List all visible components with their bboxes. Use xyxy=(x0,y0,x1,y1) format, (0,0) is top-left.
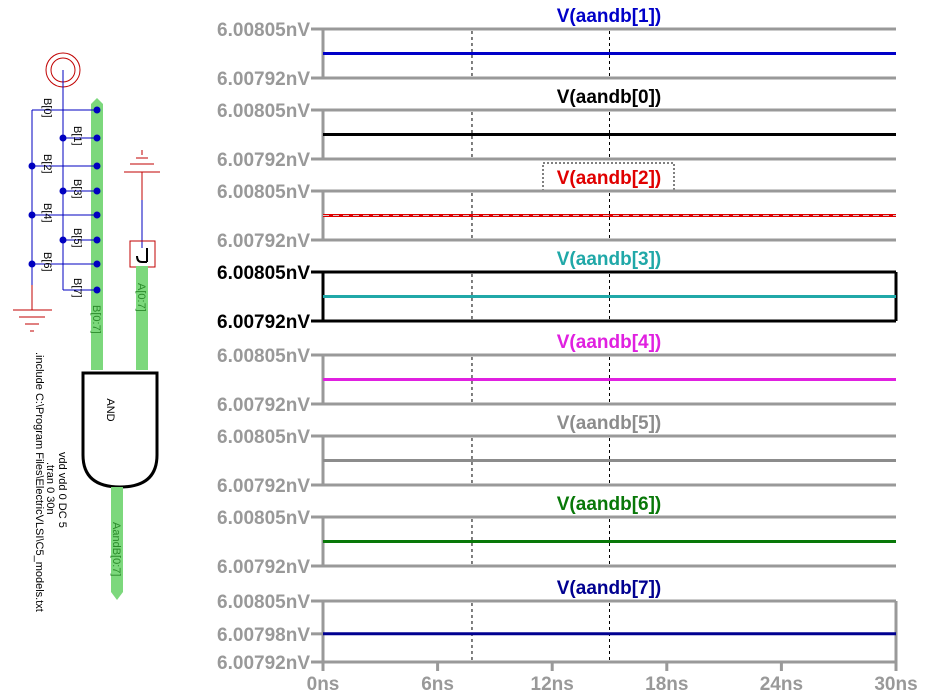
bus-out[interactable] xyxy=(111,487,123,600)
selection-box xyxy=(542,162,675,191)
x-tick-label: 6ns xyxy=(421,674,454,695)
bus-tap-dot[interactable] xyxy=(93,236,101,244)
bus-tap-dot[interactable] xyxy=(93,162,101,170)
y-tick-label: 6.00805nV xyxy=(217,20,310,41)
bus-out-label: AandB[0:7] xyxy=(110,522,122,576)
panel-title[interactable]: V(aandb[5]) xyxy=(557,413,662,434)
y-tick-label: 6.00805nV xyxy=(217,182,310,203)
ground-icon[interactable] xyxy=(124,150,160,248)
x-tick-label: 18ns xyxy=(645,674,688,695)
y-tick-label: 6.00805nV xyxy=(217,508,310,529)
junction-dot xyxy=(28,260,36,268)
b-net-label: B[0] xyxy=(41,98,53,118)
y-tick-label: 6.00798nV xyxy=(217,625,310,646)
junction-dot xyxy=(28,211,36,219)
y-tick-label: 6.00792nV xyxy=(217,312,310,333)
panel-title[interactable]: V(aandb[4]) xyxy=(557,332,662,353)
bus-tap-dot[interactable] xyxy=(93,187,101,195)
junction-dot xyxy=(59,187,67,195)
bus-b-label: B[0:7] xyxy=(90,305,102,334)
panel-title[interactable]: V(aandb[6]) xyxy=(557,494,662,515)
y-tick-label: 6.00805nV xyxy=(217,346,310,367)
bus-tap-dot[interactable] xyxy=(93,106,101,114)
b-net-label: B[6] xyxy=(41,252,53,272)
y-tick-label: 6.00792nV xyxy=(217,69,310,90)
waveform-panel[interactable]: V(aandb[0]) 6.00805nV 6.00792nV xyxy=(217,87,896,171)
spice-line-2: .tran 0 30n xyxy=(44,462,56,515)
waveform-panel[interactable]: V(aandb[4]) 6.00805nV 6.00792nV xyxy=(217,332,896,416)
y-tick-label: 6.00792nV xyxy=(217,476,310,497)
bus-a-label: A[0:7] xyxy=(135,283,147,312)
x-tick-label: 24ns xyxy=(760,674,803,695)
waveform-panel[interactable]: V(aandb[5]) 6.00805nV 6.00792nV xyxy=(217,413,896,497)
y-tick-label: 6.00805nV xyxy=(217,263,310,284)
b-net-label: B[1] xyxy=(71,126,83,146)
panel-title[interactable]: V(aandb[2]) xyxy=(557,168,662,189)
ground-icon[interactable] xyxy=(13,285,52,332)
junction-dot xyxy=(59,134,67,142)
bus-tap-dot[interactable] xyxy=(93,134,101,142)
y-tick-label: 6.00792nV xyxy=(217,150,310,171)
spice-line-3: .include C:\Program Files\ElectricVLSI\C… xyxy=(33,352,45,612)
x-tick-label: 12ns xyxy=(531,674,574,695)
y-tick-label: 6.00792nV xyxy=(217,395,310,416)
panel-title[interactable]: V(aandb[1]) xyxy=(557,6,662,27)
waveform-panel[interactable]: V(aandb[6]) 6.00805nV 6.00792nV xyxy=(217,494,896,578)
x-tick-label: 0ns xyxy=(307,674,340,695)
and-gate-label: AND xyxy=(104,398,116,421)
panel-title[interactable]: V(aandb[7]) xyxy=(557,578,662,599)
and-gate[interactable] xyxy=(81,371,159,489)
waveform-panel[interactable]: V(aandb[7]) 6.00805nV 6.00798nV 6.00792nV xyxy=(217,578,898,674)
spice-line-1: vdd vdd 0 DC 5 xyxy=(56,452,68,528)
b-net-label: B[2] xyxy=(41,154,53,174)
schematic-view[interactable]: AND B[0:7] A[0:7] AandB[0:7] vdd vdd 0 D… xyxy=(0,0,190,697)
y-tick-label: 6.00805nV xyxy=(217,427,310,448)
y-tick-label: 6.00805nV xyxy=(217,592,310,613)
waveform-panel[interactable]: V(aandb[1]) 6.00805nV 6.00792nV xyxy=(217,6,896,90)
b-net-label: B[7] xyxy=(71,278,83,298)
y-tick-label: 6.00792nV xyxy=(217,231,310,252)
waveform-panel[interactable]: V(aandb[3]) 6.00805nV 6.00792nV xyxy=(217,249,898,333)
b-net-label: B[3] xyxy=(71,179,83,199)
bus-tap-dot[interactable] xyxy=(93,260,101,268)
junction-dot xyxy=(28,162,36,170)
waveform-panel[interactable]: V(aandb[2]) 6.00805nV 6.00792nV xyxy=(217,162,896,252)
bus-tap-dot[interactable] xyxy=(93,211,101,219)
x-tick-label: 30ns xyxy=(874,674,917,695)
panel-title[interactable]: V(aandb[3]) xyxy=(557,249,662,270)
b-net-label: B[4] xyxy=(41,203,53,223)
panel-title[interactable]: V(aandb[0]) xyxy=(557,87,662,108)
bus-a[interactable] xyxy=(136,266,148,370)
b-net-label: B[5] xyxy=(71,228,83,248)
bus-tap-dot[interactable] xyxy=(93,286,101,294)
y-tick-label: 6.00792nV xyxy=(217,653,310,674)
y-tick-label: 6.00805nV xyxy=(217,101,310,122)
b-net-wires xyxy=(28,106,101,294)
y-tick-label: 6.00792nV xyxy=(217,557,310,578)
junction-dot xyxy=(59,236,67,244)
